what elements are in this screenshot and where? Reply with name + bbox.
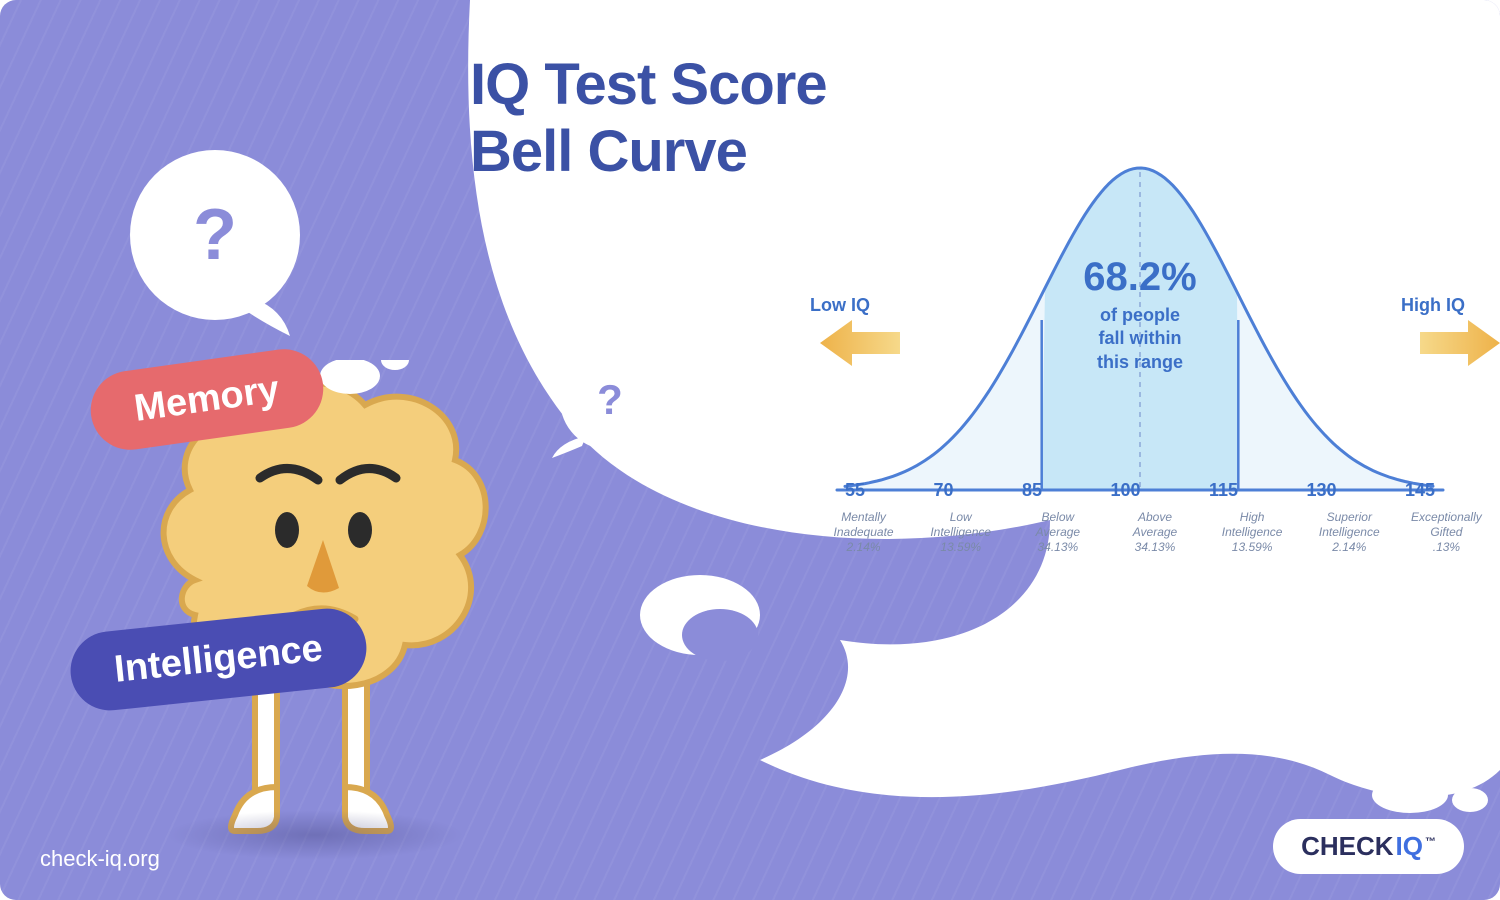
category-label: ExceptionallyGifted.13% <box>1398 510 1495 555</box>
infographic-canvas: IQ Test Score Bell Curve ? ? <box>0 0 1500 900</box>
question-mark-icon: ? <box>193 194 237 276</box>
center-sub-1: of people <box>1100 305 1180 325</box>
category-label: AboveAverage34.13% <box>1106 510 1203 555</box>
brain-shadow <box>165 810 465 860</box>
center-pct: 68.2% <box>1083 255 1196 300</box>
category-label: BelowAverage34.13% <box>1009 510 1106 555</box>
center-sub-2: fall within <box>1098 328 1181 348</box>
center-sub-3: this range <box>1097 352 1183 372</box>
page-title: IQ Test Score Bell Curve <box>470 52 827 185</box>
x-tick: 85 <box>1022 480 1042 501</box>
x-tick: 145 <box>1405 480 1435 501</box>
question-mark-icon: ? <box>597 376 623 424</box>
x-tick: 100 <box>1110 480 1140 501</box>
center-statistic: 68.2% of people fall within this range <box>1083 255 1196 374</box>
bell-curve-chart: 68.2% of people fall within this range 5… <box>845 120 1435 540</box>
logo-check: CHECK <box>1301 831 1393 862</box>
logo-iq: IQ <box>1396 831 1423 862</box>
logo-tm: ™ <box>1425 836 1436 848</box>
x-axis-ticks: 55 70 85 100 115 130 145 <box>845 480 1435 501</box>
category-label: MentallyInadequate2.14% <box>815 510 912 555</box>
title-line-2: Bell Curve <box>470 119 747 184</box>
intelligence-label: Intelligence <box>112 627 324 691</box>
question-bubble-large: ? <box>130 150 300 320</box>
footer-url: check-iq.org <box>40 846 160 872</box>
memory-label: Memory <box>132 368 282 430</box>
category-label: LowIntelligence13.59% <box>912 510 1009 555</box>
brand-logo: CHECK IQ ™ <box>1273 819 1464 874</box>
category-label: HighIntelligence13.59% <box>1204 510 1301 555</box>
question-bubble-small: ? <box>560 350 660 450</box>
category-labels: MentallyInadequate2.14%LowIntelligence13… <box>815 510 1495 555</box>
category-label: SuperiorIntelligence2.14% <box>1301 510 1398 555</box>
title-line-1: IQ Test Score <box>470 52 827 117</box>
x-tick: 55 <box>845 480 865 501</box>
x-tick: 130 <box>1306 480 1336 501</box>
x-tick: 115 <box>1209 480 1238 501</box>
x-tick: 70 <box>933 480 953 501</box>
